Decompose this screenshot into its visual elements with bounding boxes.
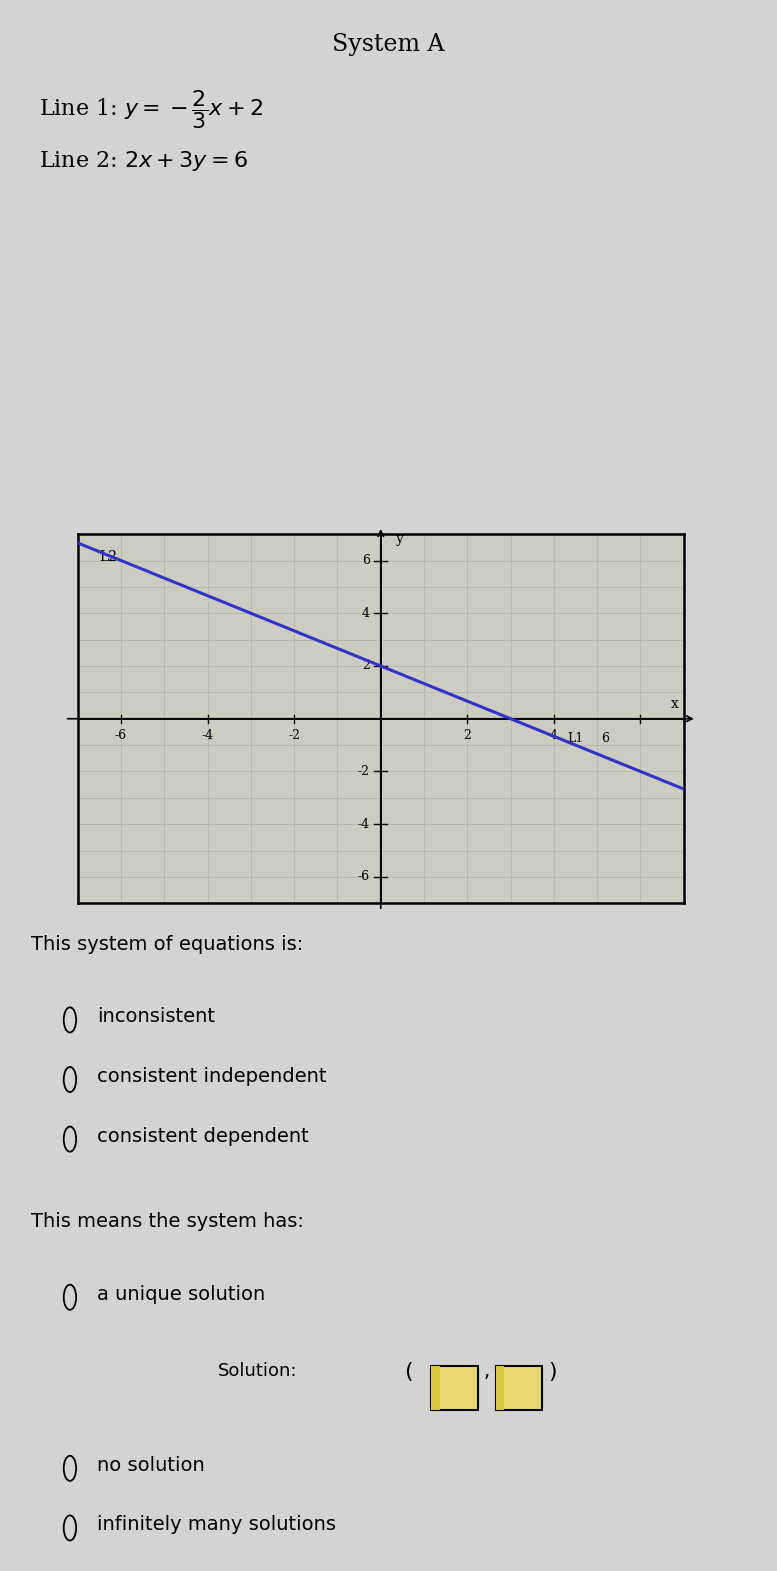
Text: 4: 4 (550, 729, 558, 742)
Text: infinitely many solutions: infinitely many solutions (97, 1516, 336, 1535)
Text: y: y (395, 533, 404, 547)
Text: L1: L1 (567, 732, 583, 745)
Text: 6: 6 (601, 732, 609, 745)
Text: This means the system has:: This means the system has: (31, 1213, 304, 1232)
Text: -6: -6 (115, 729, 127, 742)
Text: (: ( (404, 1362, 413, 1382)
Text: Line 2: $2x+3y=6$: Line 2: $2x+3y=6$ (39, 149, 248, 173)
Text: -6: -6 (357, 870, 370, 883)
Text: -4: -4 (357, 818, 370, 831)
FancyBboxPatch shape (431, 1365, 478, 1409)
Text: This system of equations is:: This system of equations is: (31, 935, 303, 954)
Text: 4: 4 (362, 606, 370, 619)
Text: -4: -4 (201, 729, 214, 742)
Text: Line 1: $y=-\dfrac{2}{3}x+2$: Line 1: $y=-\dfrac{2}{3}x+2$ (39, 88, 263, 130)
Text: 2: 2 (463, 729, 471, 742)
Text: a unique solution: a unique solution (97, 1285, 266, 1304)
Text: no solution: no solution (97, 1456, 205, 1475)
Text: ,: , (483, 1362, 490, 1381)
FancyBboxPatch shape (496, 1365, 542, 1409)
Text: consistent independent: consistent independent (97, 1067, 326, 1086)
Text: 6: 6 (362, 555, 370, 567)
Text: L2: L2 (99, 550, 117, 564)
Text: inconsistent: inconsistent (97, 1007, 215, 1026)
Text: -2: -2 (288, 729, 300, 742)
Text: ): ) (548, 1362, 556, 1382)
Text: x: x (671, 698, 679, 712)
Text: System A: System A (333, 33, 444, 57)
Text: -2: -2 (358, 765, 370, 778)
Text: Solution:: Solution: (218, 1362, 297, 1381)
Text: 2: 2 (362, 660, 370, 672)
FancyBboxPatch shape (496, 1365, 504, 1409)
FancyBboxPatch shape (431, 1365, 440, 1409)
Text: consistent dependent: consistent dependent (97, 1126, 309, 1145)
